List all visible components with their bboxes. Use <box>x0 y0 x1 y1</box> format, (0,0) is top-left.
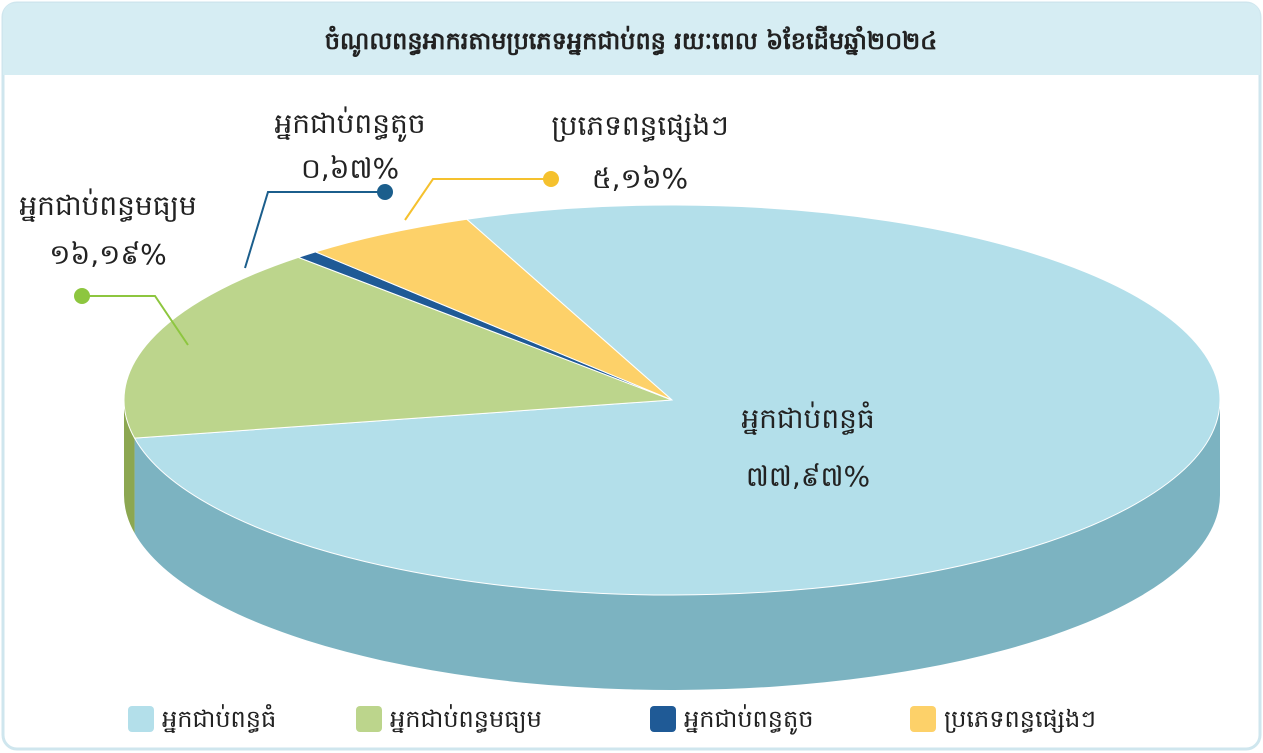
pie-slice <box>133 204 1221 596</box>
leader-dot <box>377 184 393 200</box>
leader-line <box>82 295 189 346</box>
leader-line <box>244 191 385 269</box>
chart-title: ចំណូលពន្ធអាករតាមប្រភេទអ្នកជាប់ពន្ធ រយៈពេ… <box>325 25 937 58</box>
data-label-name: ប្រភេទពន្ធផ្សេងៗ <box>551 109 728 142</box>
data-label-value: ១៦,១៩% <box>49 238 167 271</box>
legend-swatch <box>128 706 154 732</box>
data-label-value: ៧៧,៩៧% <box>746 460 870 493</box>
leader-dot <box>543 171 559 187</box>
data-label-name: អ្នកជាប់ពន្ធមធ្យម <box>19 188 196 222</box>
pie-slice <box>123 256 673 439</box>
legend-label: ប្រភេទពន្ធផ្សេងៗ <box>944 705 1096 733</box>
legend-label: អ្នកជាប់ពន្ធមធ្យម <box>390 704 542 733</box>
legend-swatch <box>910 706 936 732</box>
legend-label: អ្នកជាប់ពន្ធតូច <box>684 704 814 735</box>
legend-swatch <box>650 706 676 732</box>
legend-label: អ្នកជាប់ពន្ធធំ <box>162 704 276 733</box>
pie-slice <box>314 218 673 401</box>
data-label-value: ៥,១៦% <box>592 162 688 195</box>
data-label-value: ០,៦៧% <box>301 152 399 185</box>
legend-swatch <box>356 706 382 732</box>
title-bar <box>3 3 1260 75</box>
leader-line <box>404 178 551 221</box>
data-label-name: អ្នកជាប់ពន្ធធំ <box>741 401 874 435</box>
pie-side <box>134 400 1221 690</box>
data-label-name: អ្នកជាប់ពន្ធតូច <box>274 106 425 142</box>
leader-dot <box>74 288 90 304</box>
